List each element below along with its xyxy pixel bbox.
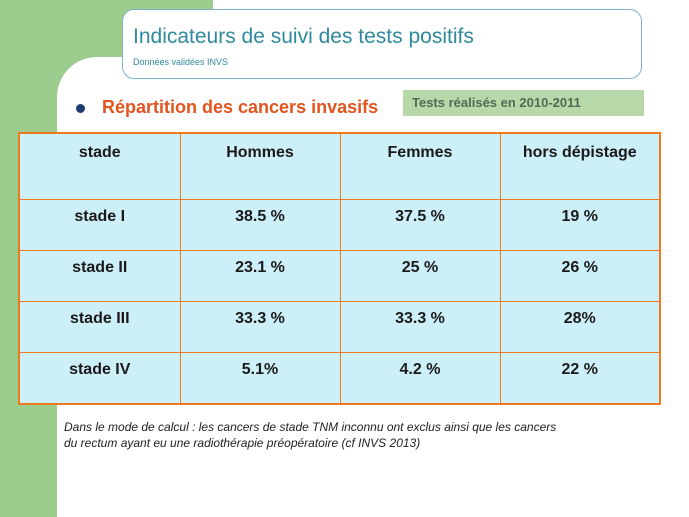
table-cell: stade II xyxy=(18,249,181,303)
table-cell: 23.1 % xyxy=(179,249,341,303)
table-cell: 38.5 % xyxy=(179,198,341,251)
table-cell: 28% xyxy=(499,300,661,354)
table-cell: stade III xyxy=(18,300,181,354)
table-cell: stade IV xyxy=(18,352,181,405)
table-row: stade IV 5.1% 4.2 % 22 % xyxy=(18,352,661,405)
footnote-line: du rectum ayant eu une radiothérapie pré… xyxy=(64,436,421,450)
column-header-femmes: Femmes xyxy=(339,132,501,200)
cancer-stage-table: stade Hommes Femmes hors dépistage stade… xyxy=(18,132,661,405)
section-heading: Répartition des cancers invasifs xyxy=(102,97,379,117)
bullet-icon xyxy=(76,104,85,113)
table-cell: 33.3 % xyxy=(339,300,501,354)
table-cell: 25 % xyxy=(339,249,501,303)
table-cell: 19 % xyxy=(499,198,661,251)
table-cell: 26 % xyxy=(499,249,661,303)
footnote: Dans le mode de calcul : les cancers de … xyxy=(64,419,664,451)
table-header-row: stade Hommes Femmes hors dépistage xyxy=(18,132,661,200)
period-label: Tests réalisés en 2010-2011 xyxy=(403,90,644,116)
table-cell: 37.5 % xyxy=(339,198,501,251)
table-row: stade I 38.5 % 37.5 % 19 % xyxy=(18,198,661,251)
table-cell: 5.1% xyxy=(179,352,341,405)
column-header-hommes: Hommes xyxy=(179,132,341,200)
slide-title: Indicateurs de suivi des tests positifs xyxy=(133,25,474,48)
table-row: stade III 33.3 % 33.3 % 28% xyxy=(18,300,661,354)
table-cell: 22 % xyxy=(499,352,661,405)
table-cell: 4.2 % xyxy=(339,352,501,405)
table-row: stade II 23.1 % 25 % 26 % xyxy=(18,249,661,303)
column-header-hors-depistage: hors dépistage xyxy=(499,132,661,200)
title-box xyxy=(122,9,642,79)
slide-subtitle: Données validées INVS xyxy=(133,57,229,67)
footnote-line: Dans le mode de calcul : les cancers de … xyxy=(64,420,557,434)
column-header-stade: stade xyxy=(18,132,181,200)
table-cell: stade I xyxy=(18,198,181,251)
table-cell: 33.3 % xyxy=(179,300,341,354)
